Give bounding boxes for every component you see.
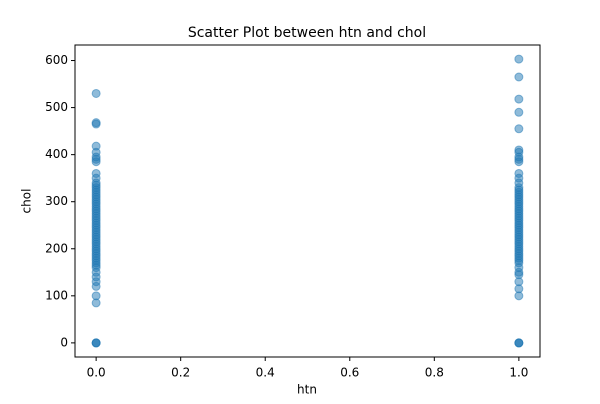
scatter-point <box>514 124 524 134</box>
chart-title: Scatter Plot between htn and chol <box>188 25 426 41</box>
x-tick-label: 0.6 <box>340 366 359 380</box>
y-tick-label: 600 <box>45 53 68 67</box>
scatter-point <box>91 338 101 348</box>
y-tick-label: 0 <box>60 335 68 349</box>
x-tick-label: 0.2 <box>171 366 190 380</box>
scatter-point <box>514 72 524 82</box>
y-tick-label: 200 <box>45 241 68 255</box>
scatter-point <box>91 118 101 128</box>
scatter-point <box>514 94 524 104</box>
x-tick-label: 1.0 <box>509 366 528 380</box>
scatter-point <box>91 291 101 301</box>
scatter-point <box>514 168 524 178</box>
y-tick-label: 100 <box>45 288 68 302</box>
y-tick-label: 400 <box>45 147 68 161</box>
scatter-point <box>514 54 524 64</box>
x-axis-label: htn <box>297 383 317 397</box>
scatter-point <box>91 141 101 151</box>
scatter-point <box>514 338 524 348</box>
x-tick-label: 0.0 <box>87 366 106 380</box>
scatter-point <box>91 168 101 178</box>
y-tick-label: 500 <box>45 100 68 114</box>
scatter-point <box>514 145 524 155</box>
scatter-point <box>514 107 524 117</box>
y-axis-label: chol <box>20 189 34 214</box>
scatter-point <box>91 88 101 98</box>
x-tick-label: 0.4 <box>256 366 275 380</box>
x-tick-label: 0.8 <box>425 366 444 380</box>
plot-frame <box>74 44 541 358</box>
y-tick-label: 300 <box>45 194 68 208</box>
